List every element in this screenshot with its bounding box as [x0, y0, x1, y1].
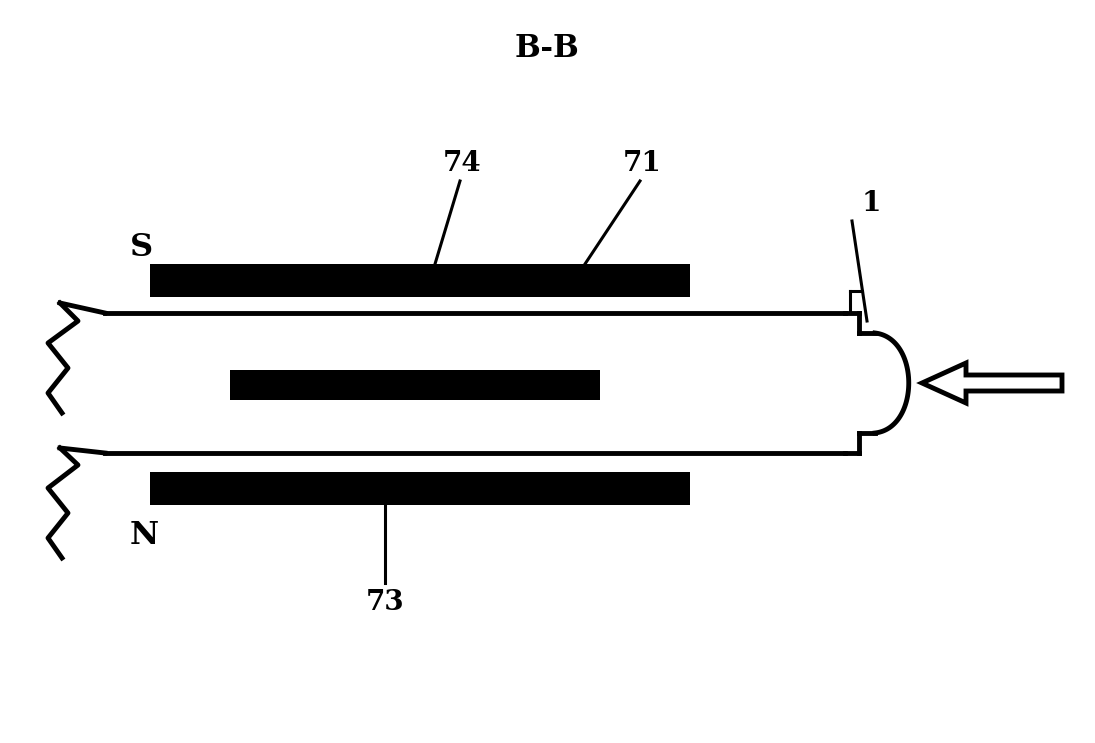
Bar [150, 472, 690, 505]
Polygon shape [922, 363, 1062, 403]
Text: S: S [130, 233, 153, 264]
Text: 71: 71 [623, 150, 661, 177]
Text: 73: 73 [366, 589, 404, 616]
Text: 74: 74 [442, 150, 482, 177]
Bar [230, 370, 600, 400]
Bar [150, 264, 690, 297]
Text: 1: 1 [862, 190, 881, 217]
Text: N: N [130, 519, 159, 551]
Text: B-B: B-B [515, 33, 579, 64]
